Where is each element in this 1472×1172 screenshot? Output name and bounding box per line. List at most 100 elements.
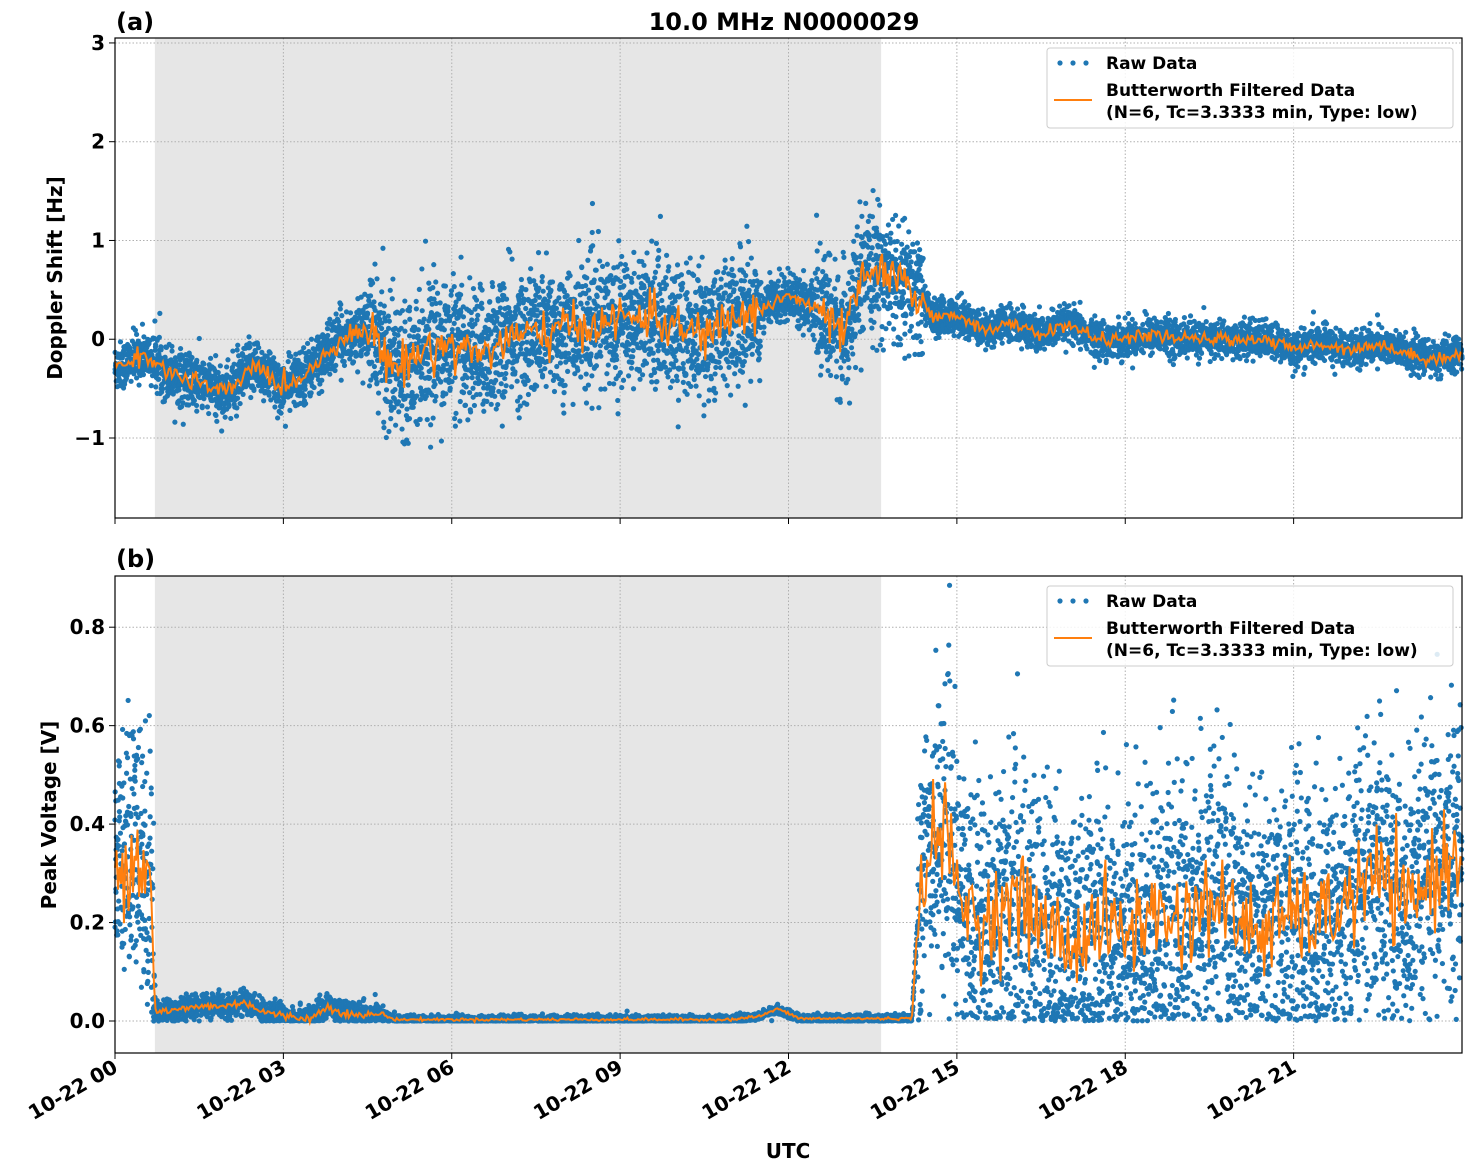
raw-point [327,316,333,322]
raw-point [396,340,402,346]
raw-point [894,238,900,245]
raw-point [369,359,375,365]
raw-point [589,373,595,379]
raw-point [737,244,744,250]
raw-point [214,418,220,424]
raw-point [918,339,924,345]
raw-point [654,378,660,385]
raw-point [438,438,445,444]
raw-point [578,301,584,307]
raw-point [512,312,519,318]
raw-point [902,215,908,222]
raw-point [360,380,366,386]
raw-point [630,347,636,354]
raw-point [899,241,905,247]
raw-point [502,375,508,382]
raw-point [740,286,746,292]
raw-point [499,423,505,429]
raw-point [287,407,293,413]
raw-point [380,245,386,251]
raw-point [907,328,913,334]
raw-point [497,305,503,311]
raw-point [675,424,681,430]
raw-point [650,337,656,343]
raw-point [490,385,496,391]
raw-point [857,199,863,205]
raw-point [729,266,735,273]
raw-point [494,354,500,361]
raw-point [117,339,124,345]
raw-point [908,259,914,265]
raw-point [659,297,665,304]
raw-point [160,386,166,392]
raw-point [539,278,545,285]
raw-point [207,355,214,361]
raw-point [695,351,702,357]
y-axis-label: Doppler Shift [Hz] [43,176,67,380]
raw-point [157,310,163,316]
raw-point [869,325,875,331]
raw-point [503,296,510,302]
raw-point [615,397,621,404]
raw-point [575,367,581,373]
raw-point [460,314,467,320]
raw-point [721,269,727,276]
raw-point [426,280,432,286]
raw-point [630,354,636,360]
raw-point [488,331,494,337]
raw-point [460,323,467,329]
raw-point [768,319,774,325]
raw-point [631,249,637,255]
raw-point [388,416,394,422]
raw-point [712,371,718,377]
raw-point [672,298,678,304]
raw-point [180,400,186,406]
raw-point [910,241,916,247]
raw-point [194,408,200,414]
raw-point [721,336,727,342]
raw-point [903,313,909,319]
raw-point [399,403,405,409]
raw-point [374,276,380,282]
raw-point [661,359,667,365]
raw-point [392,386,398,393]
y-tick-label: 1 [91,228,105,252]
raw-point [436,312,442,318]
raw-point [699,254,705,260]
raw-point [920,255,926,261]
raw-point [655,263,661,269]
raw-point [133,331,140,338]
raw-point [381,425,387,431]
raw-point [814,293,821,300]
raw-point [673,332,680,339]
raw-point [152,342,159,348]
raw-point [405,440,411,446]
raw-point [655,348,661,354]
raw-point [849,269,855,275]
raw-point [585,287,592,293]
raw-point [643,360,650,366]
raw-point [153,384,159,390]
raw-point [746,287,752,293]
raw-point [617,278,624,284]
raw-point [605,362,611,368]
raw-point [608,272,614,279]
raw-point [881,298,887,305]
raw-point [424,361,431,367]
raw-point [442,283,449,289]
y-tick-label: 2 [91,130,105,154]
raw-point [385,325,392,331]
raw-point [716,359,722,365]
raw-point [426,326,432,332]
raw-point [652,269,659,275]
raw-point [252,349,259,355]
raw-point [365,346,371,353]
raw-point [230,348,236,354]
raw-point [839,298,845,304]
raw-point [834,358,840,364]
raw-point [875,293,882,299]
raw-point [576,237,582,244]
raw-point [893,256,899,263]
raw-point [665,374,671,380]
